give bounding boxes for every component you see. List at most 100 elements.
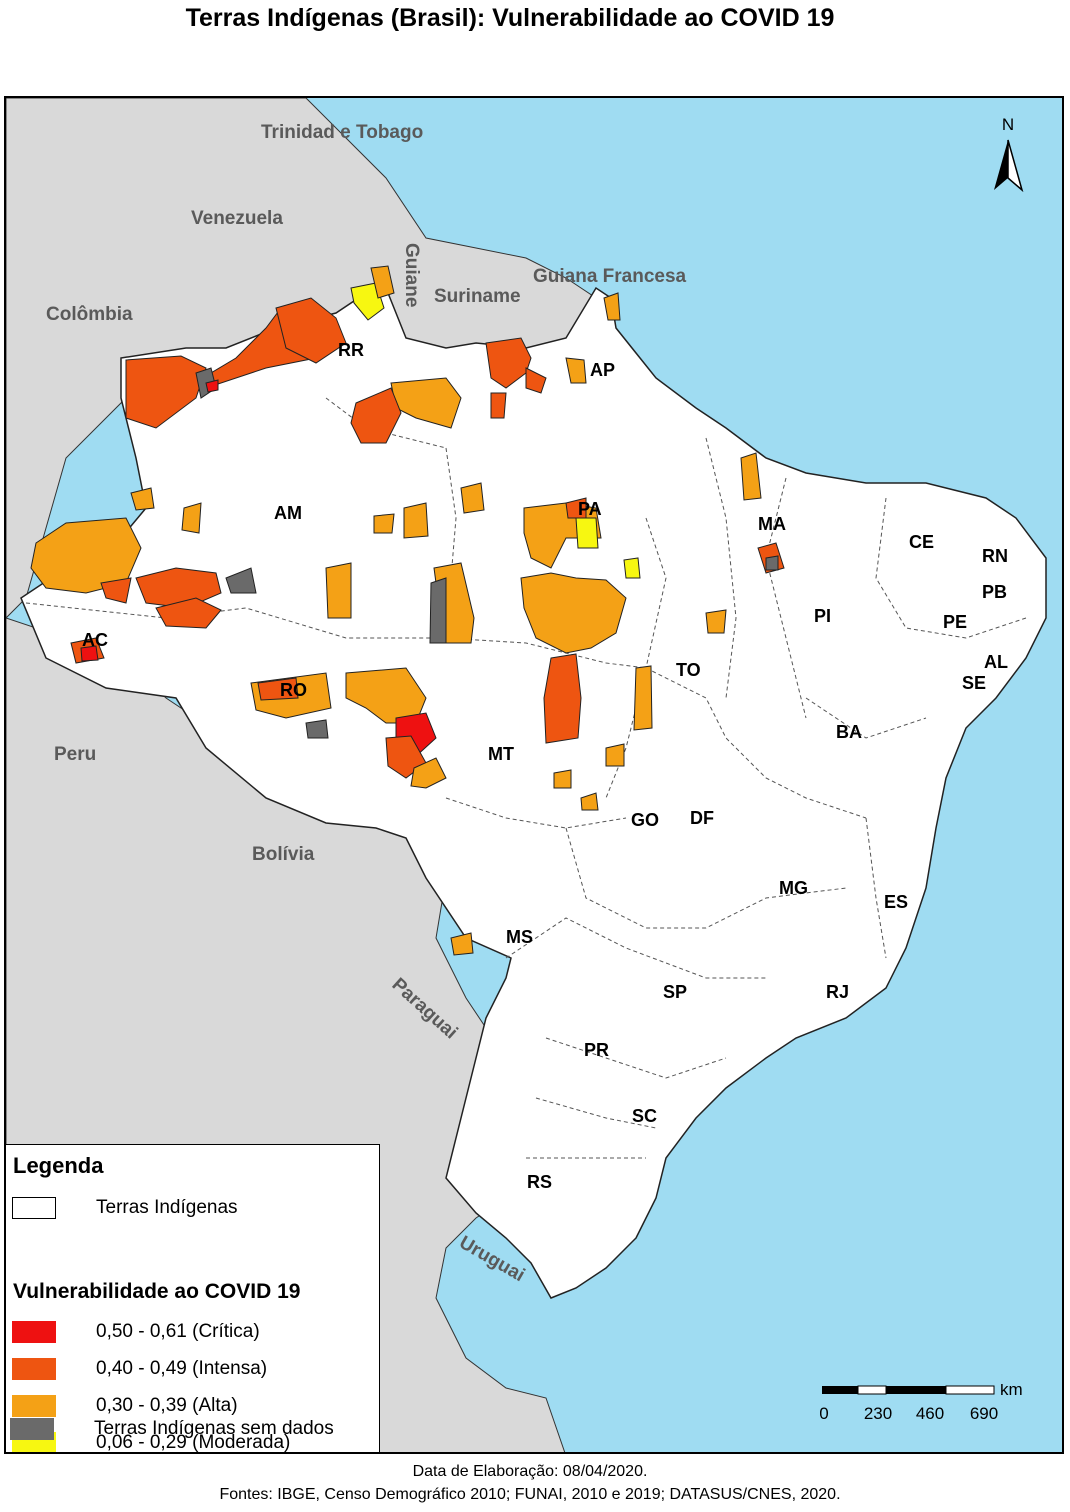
scale-tick: 690 [970,1404,998,1423]
label-colombia: Colômbia [46,304,133,325]
ti-intensa [125,355,207,429]
label-state-al: AL [984,652,1008,672]
legend-label: 0,40 - 0,49 (Intensa) [96,1358,268,1379]
ti-alta [580,792,599,811]
legend-swatch [12,1321,56,1343]
legend-item-critica: 0,50 - 0,61 (Crítica) [12,1321,372,1345]
label-state-pr: PR [584,1040,609,1060]
ti-intensa [257,677,299,701]
ti-intensa [275,297,347,364]
ti-alta [633,665,653,731]
legend-label: 0,30 - 0,39 (Alta) [96,1395,238,1416]
legend: Legenda Terras Indígenas Vulnerabilidade… [6,1144,380,1453]
label-state-pi: PI [814,606,831,626]
label-state-se: SE [962,673,986,693]
label-state-df: DF [690,808,714,828]
ti-alta [705,609,727,634]
ti-alta [605,743,625,767]
ti-alta [181,502,202,534]
label-state-go: GO [631,810,659,830]
label-trinidad: Trinidad e Tobago [261,122,423,143]
ti-alta [450,932,474,956]
ti-critica [80,645,99,662]
north-arrow-icon: N [988,112,1028,192]
label-state-sp: SP [663,982,687,1002]
ti-intensa [565,497,587,519]
ti-alta [520,572,627,654]
ti-intensa [525,367,547,394]
map-title: Terras Indígenas (Brasil): Vulnerabilida… [185,4,835,32]
label-suriname: Suriname [434,286,521,307]
legend-label: Terras Indígenas [96,1197,238,1218]
label-peru: Peru [54,744,96,765]
ti-intensa [543,653,582,744]
label-state-rj: RJ [826,982,849,1002]
ti-alta [603,292,621,321]
legend-item-intensa: 0,40 - 0,49 (Intensa) [12,1358,372,1382]
label-state-ro: RO [280,680,307,700]
label-state-ma: MA [758,514,786,534]
label-state-rs: RS [527,1172,552,1192]
ti-sem-dados [429,577,447,644]
label-state-mg: MG [779,878,808,898]
ti-alta [373,513,395,534]
legend-item-moderada: 0,06 - 0,29 (Moderada) [12,1432,372,1453]
ti-alta [740,452,762,501]
legend-title: Legenda [13,1153,104,1178]
footer-sources: Fontes: IBGE, Censo Demográfico 2010; FU… [219,1486,841,1503]
ti-alta [370,265,395,299]
scale-tick: 0 [820,1404,829,1423]
legend-item-alta: 0,30 - 0,39 (Alta) [12,1395,372,1419]
label-state-ac: AC [82,630,108,650]
label-state-ap: AP [590,360,615,380]
ti-alta [130,487,155,511]
label-state-ce: CE [909,532,934,552]
label-state-es: ES [884,892,908,912]
map-frame: Trinidad e Tobago Venezuela Guiane Surin… [4,96,1064,1454]
label-state-pb: PB [982,582,1007,602]
ti-intensa [350,387,402,444]
label-venezuela: Venezuela [191,208,283,229]
label-bolivia: Bolívia [252,844,315,865]
ti-critica [205,379,219,393]
label-state-to: TO [676,660,701,680]
ti-intensa [155,597,222,629]
scale-tick: 230 [864,1404,892,1423]
ti-intensa [490,392,507,419]
ti-alta [565,357,587,384]
label-state-ms: MS [506,927,533,947]
legend-label: 0,50 - 0,61 (Crítica) [96,1321,260,1342]
ti-moderada [575,517,599,549]
brazil-landmass [20,286,1047,1299]
scale-tick: 460 [916,1404,944,1423]
north-label: N [1002,115,1014,134]
ti-moderada [350,282,385,321]
ti-intensa [100,577,132,604]
ti-alta [460,482,485,514]
scale-unit: km [1000,1384,1023,1399]
scale-bar: km 0 230 460 690 [820,1384,1040,1434]
ti-sem-dados [225,567,257,594]
ti-alta [553,769,572,789]
ti-intensa [135,567,222,609]
legend-swatch [12,1432,56,1452]
label-state-rn: RN [982,546,1008,566]
indigenous-lands [30,265,785,956]
label-guiane: Guiane [401,243,422,307]
ti-alta [410,757,447,789]
label-state-pa: PA [578,499,602,519]
legend-swatch [12,1358,56,1380]
legend-subtitle: Vulnerabilidade ao COVID 19 [13,1280,301,1303]
ti-alta [325,562,352,619]
legend-item-base: Terras Indígenas [12,1197,372,1221]
legend-swatch [12,1395,56,1417]
label-state-sc: SC [632,1106,657,1126]
ti-sem-dados [305,719,329,739]
label-guiana-francesa: Guiana Francesa [533,266,687,287]
label-state-mt: MT [488,744,514,764]
label-state-rr: RR [338,340,364,360]
footer-date: Data de Elaboração: 08/04/2020. [412,1463,648,1480]
legend-label: 0,06 - 0,29 (Moderada) [96,1432,291,1453]
ti-alta [403,502,429,539]
ti-sem-dados [765,555,779,571]
